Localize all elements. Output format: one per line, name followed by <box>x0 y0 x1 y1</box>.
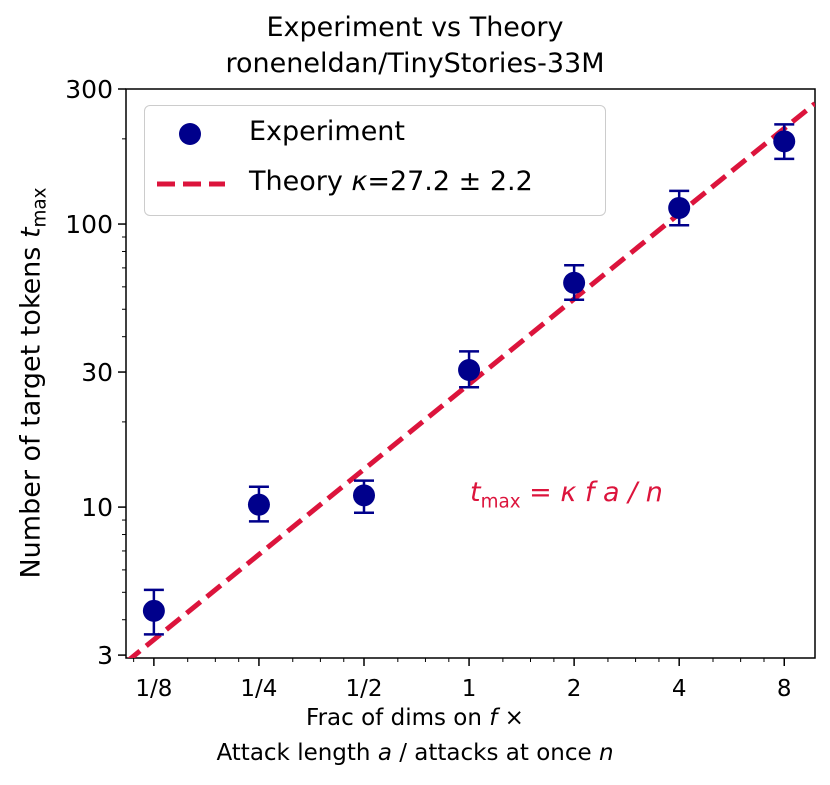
x-tick-label: 1/4 <box>240 676 277 702</box>
legend-line-theory <box>157 181 225 187</box>
theory-line <box>127 101 815 658</box>
experiment-point <box>668 196 691 219</box>
theory-layer <box>127 101 815 658</box>
experiment-point <box>352 484 375 507</box>
chart-title: Experiment vs Theory <box>266 12 564 43</box>
y-tick-label: 3 <box>97 641 113 670</box>
y-ticks: 3 10 30 100 300 <box>65 75 126 670</box>
y-axis-label-text: Number of target tokens <box>15 238 47 579</box>
points-layer <box>142 123 796 636</box>
y-axis-label-var: t <box>15 227 47 239</box>
x-tick-label: 1 <box>462 676 477 702</box>
experiment-point-group <box>773 123 796 161</box>
experiment-point-group <box>668 189 691 227</box>
experiment-point <box>247 493 270 516</box>
x-axis-label-line1-var: f <box>489 705 498 731</box>
experiment-point-group <box>352 479 375 515</box>
formula-var-t: t <box>470 477 481 508</box>
x-ticks: 1/8 1/4 1/2 1 2 4 8 <box>133 658 792 702</box>
x-axis-label-line2-var-n: n <box>598 740 614 766</box>
formula-annotation: tmax = κ f a / n <box>470 477 663 512</box>
experiment-point <box>773 130 796 153</box>
x-axis-label-line2-mid: / attacks at once <box>391 740 599 766</box>
formula-sub: max <box>480 491 521 513</box>
legend-label-experiment: Experiment <box>249 116 406 147</box>
y-axis-label: Number of target tokens tmax <box>15 187 50 578</box>
x-axis-label-line1-prefix: Frac of dims on <box>306 705 490 731</box>
experiment-point-group <box>142 588 165 636</box>
legend-theory-suffix: =27.2 ± 2.2 <box>367 166 533 197</box>
legend-theory-var: κ <box>351 166 368 197</box>
legend-theory-prefix: Theory <box>249 166 352 197</box>
legend-label-theory: Theory κ=27.2 ± 2.2 <box>249 166 533 197</box>
x-tick-label: 4 <box>672 676 687 702</box>
x-tick-label: 2 <box>567 676 582 702</box>
experiment-point <box>563 271 586 294</box>
y-axis-label-sub: max <box>29 187 51 228</box>
x-tick-label: 8 <box>777 676 792 702</box>
legend-marker-experiment <box>179 123 201 145</box>
chart-subtitle: roneneldan/TinyStories-33M <box>225 48 605 79</box>
x-axis-label-line1-suffix: × <box>497 705 524 731</box>
x-axis-label-line1: Frac of dims on f × <box>0 705 830 731</box>
y-tick-label: 10 <box>81 493 113 522</box>
y-tick-label: 300 <box>65 75 113 104</box>
x-tick-label: 1/8 <box>135 676 172 702</box>
legend-item-experiment: Experiment <box>145 114 603 154</box>
y-tick-label: 100 <box>65 210 113 239</box>
x-tick-label: 1/2 <box>345 676 382 702</box>
y-tick-label: 30 <box>81 358 113 387</box>
x-axis-label-line2: Attack length a / attacks at once n <box>0 740 830 766</box>
plot-frame <box>125 88 816 659</box>
legend-item-theory: Theory κ=27.2 ± 2.2 <box>145 164 603 204</box>
formula-rest: = κ f a / n <box>520 477 663 508</box>
experiment-point <box>142 599 165 622</box>
experiment-point-group <box>247 485 270 523</box>
experiment-point-group <box>563 264 586 302</box>
x-axis-label-line2-var-a: a <box>377 740 392 766</box>
experiment-point-group <box>458 350 481 389</box>
experiment-point <box>458 359 481 382</box>
legend: Experiment Theory κ=27.2 ± 2.2 <box>144 105 606 216</box>
x-axis-label-line2-prefix: Attack length <box>216 740 378 766</box>
